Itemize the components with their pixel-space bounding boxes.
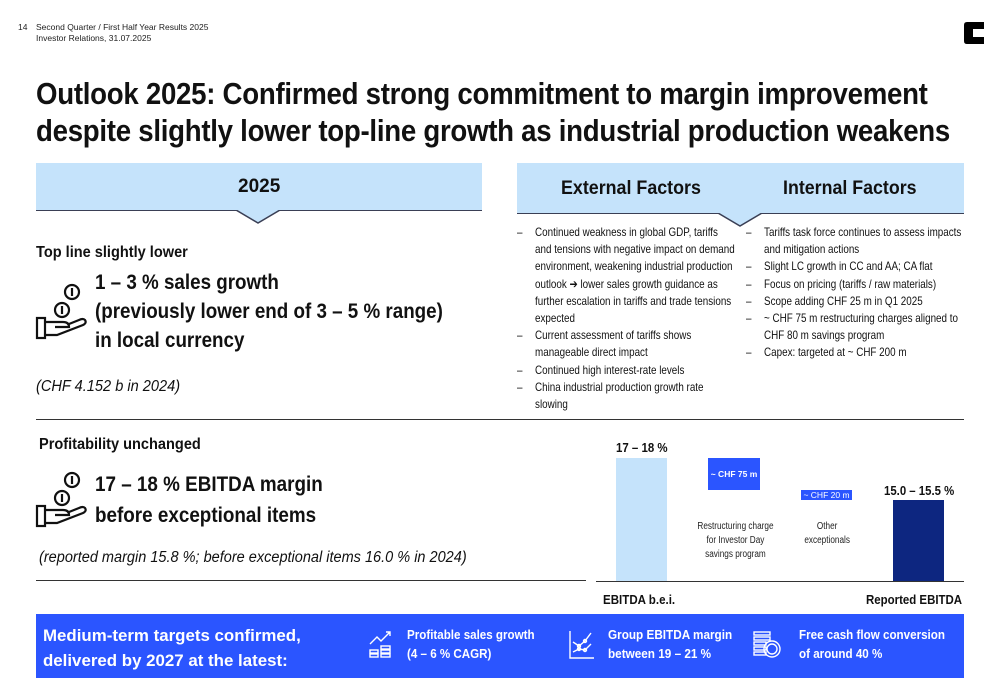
- factors-band: [517, 163, 964, 214]
- internal-factors-list: Tariffs task force continues to assess i…: [746, 224, 962, 362]
- restructuring-label: Restructuring charge for Investor Day sa…: [697, 521, 774, 560]
- list-item: Capex: targeted at ~ CHF 200 m: [746, 344, 962, 361]
- external-factors-title: External Factors: [561, 178, 701, 199]
- ebitda-margin-guidance: 17 – 18 % EBITDA margin before exceptiona…: [95, 472, 323, 527]
- profit-heading: Profitability unchanged: [39, 436, 201, 453]
- list-item: ~ CHF 75 m restructuring charges aligned…: [746, 310, 962, 344]
- line-chart-icon: [569, 631, 594, 659]
- company-logo: [964, 22, 984, 44]
- chart-baseline: [596, 581, 964, 582]
- end-axis-label: Reported EBITDA: [866, 592, 963, 607]
- page-number: 14: [18, 22, 28, 32]
- hand-coins-icon: [35, 283, 87, 340]
- list-item: Continued high interest-rate levels: [517, 362, 737, 379]
- list-item: Tariffs task force continues to assess i…: [746, 224, 962, 258]
- header-line1: Second Quarter / First Half Year Results…: [36, 22, 209, 32]
- bar-reported-ebitda: [893, 500, 944, 581]
- external-factors-list: Continued weakness in global GDP, tariff…: [517, 224, 737, 413]
- start-axis-label: EBITDA b.e.i.: [603, 592, 676, 607]
- band-notch: [236, 210, 280, 224]
- growth-coins-icon: [369, 631, 391, 658]
- target-sales-growth: Profitable sales growth (4 – 6 % CAGR): [407, 628, 535, 661]
- profit-note: (reported margin 15.8 %; before exceptio…: [39, 549, 467, 566]
- internal-factors-title: Internal Factors: [783, 178, 917, 199]
- other-exceptionals-label: Other exceptionals: [804, 521, 850, 546]
- start-value-label: 17 – 18 %: [616, 440, 668, 455]
- header-subtitle: Second Quarter / First Half Year Results…: [36, 22, 208, 44]
- target-fcf-conversion: Free cash flow conversion of around 40 %: [799, 628, 945, 661]
- medium-term-targets-banner: Medium-term targets confirmed, delivered …: [36, 614, 964, 678]
- list-item: Focus on pricing (tariffs / raw material…: [746, 276, 962, 293]
- divider: [36, 580, 586, 581]
- other-exceptionals-step: ~ CHF 20 m: [801, 490, 852, 500]
- topline-note: (CHF 4.152 b in 2024): [36, 378, 181, 395]
- list-item: Current assessment of tariffs shows mana…: [517, 327, 737, 361]
- restructuring-step: ~ CHF 75 m: [708, 458, 760, 490]
- year-band-title: 2025: [238, 176, 281, 197]
- coin-stack-icon: [753, 631, 781, 658]
- header-line2: Investor Relations, 31.07.2025: [36, 33, 152, 43]
- banner-headline: Medium-term targets confirmed, delivered …: [43, 626, 301, 670]
- page-title: Outlook 2025: Confirmed strong commitmen…: [36, 77, 951, 148]
- hand-coins-icon: [35, 471, 87, 528]
- list-item: Scope adding CHF 25 m in Q1 2025: [746, 293, 962, 310]
- band-notch: [718, 213, 762, 227]
- list-item: Slight LC growth in CC and AA; CA flat: [746, 258, 962, 275]
- divider: [36, 419, 964, 420]
- bar-ebitda-bei: [616, 458, 667, 581]
- topline-heading: Top line slightly lower: [36, 244, 188, 261]
- list-item: Continued weakness in global GDP, tariff…: [517, 224, 737, 327]
- list-item: China industrial production growth rate …: [517, 379, 737, 413]
- end-value-label: 15.0 – 15.5 %: [884, 483, 955, 498]
- sales-growth-guidance: 1 – 3 % sales growth (previously lower en…: [95, 270, 443, 352]
- target-ebitda-margin: Group EBITDA margin between 19 – 21 %: [608, 628, 733, 661]
